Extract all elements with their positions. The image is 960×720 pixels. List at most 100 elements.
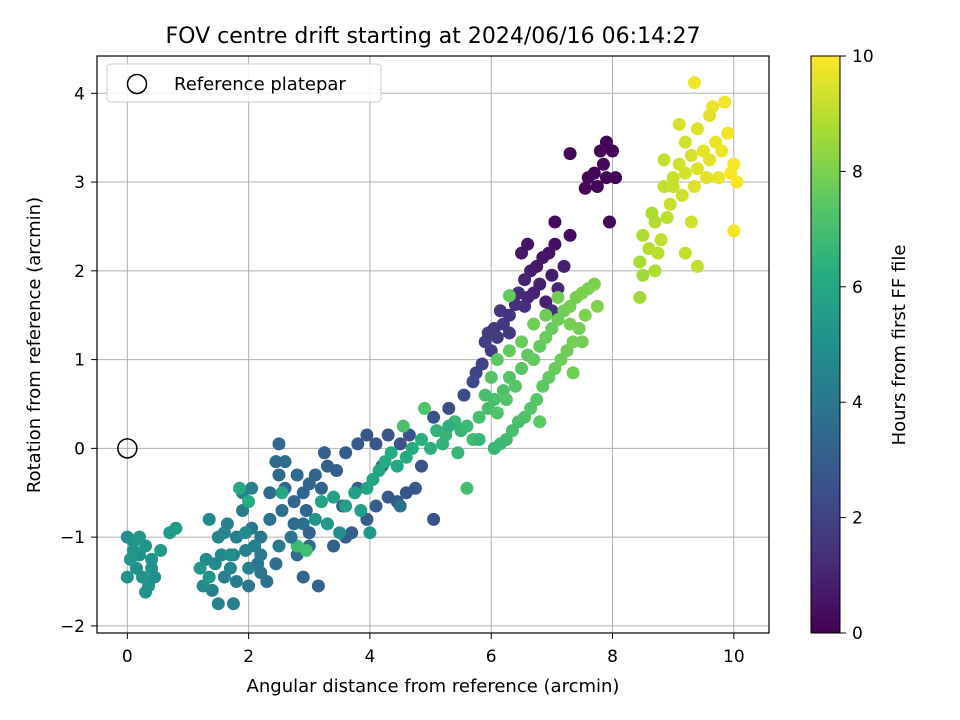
data-point xyxy=(508,379,522,393)
data-point xyxy=(648,264,662,278)
legend-label: Reference platepar xyxy=(174,74,346,95)
data-point xyxy=(245,481,259,495)
data-point xyxy=(678,166,692,180)
data-point xyxy=(712,171,726,185)
data-point xyxy=(599,171,613,185)
data-point xyxy=(654,233,668,247)
data-point xyxy=(703,153,717,167)
data-point xyxy=(690,259,704,273)
data-point xyxy=(202,570,216,584)
data-point xyxy=(436,437,450,451)
data-point xyxy=(502,289,516,303)
data-point xyxy=(275,486,289,500)
data-point xyxy=(299,503,313,517)
data-point xyxy=(217,526,231,540)
data-point xyxy=(330,464,344,478)
data-point xyxy=(596,157,610,171)
data-point xyxy=(672,117,686,131)
data-point xyxy=(308,468,322,482)
data-point xyxy=(700,171,714,185)
data-point xyxy=(275,503,289,517)
data-point xyxy=(521,237,535,251)
y-tick-label: 2 xyxy=(74,262,85,282)
data-point xyxy=(551,290,565,304)
data-point xyxy=(606,144,620,158)
data-points xyxy=(120,76,744,611)
data-point xyxy=(339,499,353,513)
data-point xyxy=(369,499,383,513)
data-point xyxy=(254,548,268,562)
data-point xyxy=(229,575,243,589)
legend-marker-circle xyxy=(126,73,148,95)
data-point xyxy=(478,388,492,402)
data-point xyxy=(499,393,513,407)
data-point xyxy=(457,388,471,402)
data-point xyxy=(363,526,377,540)
colorbar-tick-label: 2 xyxy=(852,509,863,529)
data-point xyxy=(563,228,577,242)
data-point xyxy=(272,539,286,553)
data-point xyxy=(354,503,368,517)
data-point xyxy=(557,259,571,273)
data-point xyxy=(581,171,595,185)
data-point xyxy=(636,228,650,242)
data-point xyxy=(666,179,680,193)
data-point xyxy=(226,597,240,611)
data-point xyxy=(472,432,486,446)
data-point xyxy=(396,419,410,433)
data-point xyxy=(269,455,283,469)
data-point xyxy=(684,215,698,229)
x-tick-label: 2 xyxy=(243,647,254,667)
data-point xyxy=(703,108,717,122)
data-point xyxy=(587,277,601,291)
data-point xyxy=(633,255,647,269)
data-point xyxy=(208,557,222,571)
y-tick-label: 3 xyxy=(74,173,85,193)
grid-lines xyxy=(97,56,769,633)
data-point xyxy=(527,353,541,367)
data-point xyxy=(263,512,277,526)
data-point xyxy=(442,401,456,415)
data-point xyxy=(427,512,441,526)
data-point xyxy=(484,370,498,384)
x-tick-label: 10 xyxy=(723,647,745,667)
colorbar-label: Hours from first FF file xyxy=(889,245,910,446)
data-point xyxy=(678,135,692,149)
data-point xyxy=(202,512,216,526)
data-point xyxy=(408,481,422,495)
data-point xyxy=(333,526,347,540)
data-point xyxy=(239,526,253,540)
data-point xyxy=(536,379,550,393)
data-point xyxy=(645,206,659,220)
data-point xyxy=(657,153,671,167)
colorbar: 0 2 4 6 8 10 Hours from first FF file xyxy=(810,47,910,644)
data-point xyxy=(269,557,283,571)
data-point xyxy=(120,570,134,584)
data-point xyxy=(296,486,310,500)
data-point xyxy=(223,548,237,562)
x-tick-label: 6 xyxy=(486,647,497,667)
data-point xyxy=(684,148,698,162)
data-point xyxy=(578,181,592,195)
data-point xyxy=(139,585,153,599)
data-point xyxy=(502,344,516,358)
data-point xyxy=(563,147,577,161)
data-point xyxy=(515,361,529,375)
colorbar-tick-label: 0 xyxy=(852,624,863,644)
data-point xyxy=(578,308,592,322)
data-point xyxy=(320,517,334,531)
y-tick-label: −2 xyxy=(60,617,85,637)
data-point xyxy=(548,215,562,229)
data-point xyxy=(145,561,159,575)
data-point xyxy=(490,353,504,367)
data-point xyxy=(154,543,168,557)
data-point xyxy=(287,517,301,531)
y-tick-label: 0 xyxy=(74,439,85,459)
data-point xyxy=(308,512,322,526)
data-point xyxy=(242,495,256,509)
data-point xyxy=(493,304,507,318)
data-point xyxy=(287,495,301,509)
data-point xyxy=(490,406,504,420)
data-point xyxy=(663,197,677,211)
data-point xyxy=(539,308,553,322)
